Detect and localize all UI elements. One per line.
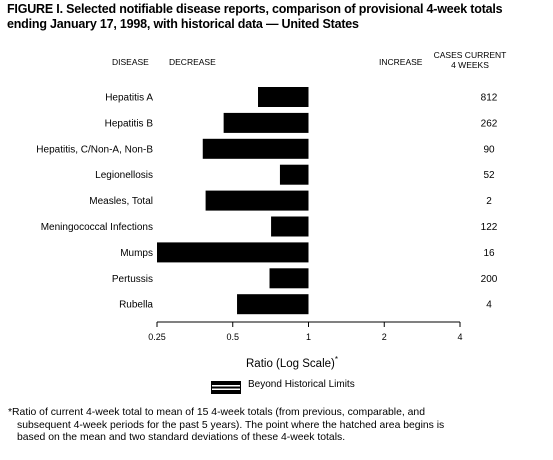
cases-header-line-2: 4 WEEKS: [451, 60, 489, 70]
footnote-line-3: based on the mean and two standard devia…: [17, 432, 346, 443]
category-label-mumps: Mumps: [120, 248, 153, 259]
category-label-hepatitis-b: Hepatitis B: [105, 118, 154, 129]
category-label-measles-total: Measles, Total: [89, 196, 153, 207]
cases-column-header: CASES CURRENT 4 WEEKS: [432, 50, 508, 70]
category-label-hepatitis-c-non-a-non-b: Hepatitis, C/Non-A, Non-B: [36, 144, 153, 155]
x-tick-label-4: 4: [457, 332, 462, 342]
decrease-header: DECREASE: [169, 57, 216, 67]
ratio-bar-chart: Hepatitis A 812 Hepatitis B 262 Hepatitis, C…: [36, 87, 498, 342]
x-tick-label-1: 0.5: [226, 332, 239, 342]
figure-title-line-1: FIGURE I. Selected notifiable disease re…: [7, 2, 503, 16]
bar-hepatitis-c-non-a-non-b: [202, 138, 309, 159]
cases-value-mumps: 16: [483, 248, 495, 259]
bar-hepatitis-a: [258, 87, 309, 107]
bar-pertussis: [269, 268, 309, 289]
footnote-line-1: *Ratio of current 4-week total to mean o…: [8, 407, 425, 418]
x-tick-label-0: 0.25: [148, 332, 166, 342]
x-axis-label: Ratio (Log Scale)*: [246, 355, 338, 370]
x-tick-label-2: 1: [306, 332, 311, 342]
footnote-line-2: subsequent 4-week periods for the past 5…: [17, 419, 445, 431]
category-label-hepatitis-a: Hepatitis A: [105, 93, 153, 104]
cases-value-hepatitis-c-non-a-non-b: 90: [483, 144, 495, 155]
cases-value-measles-total: 2: [486, 196, 492, 207]
legend-label: Beyond Historical Limits: [248, 379, 355, 390]
bar-hepatitis-b: [223, 112, 309, 133]
category-label-legionellosis: Legionellosis: [95, 170, 153, 181]
bar-measles-total: [205, 190, 309, 211]
cases-header-line-1: CASES CURRENT: [433, 50, 507, 60]
bar-mumps: [157, 242, 309, 263]
cases-value-legionellosis: 52: [483, 170, 495, 181]
cases-value-rubella: 4: [486, 300, 492, 311]
category-label-rubella: Rubella: [119, 300, 153, 311]
figure-title-line-2: ending January 17, 1998, with historical…: [7, 17, 359, 31]
hatched-legend-icon: [211, 381, 241, 394]
footnote: *Ratio of current 4-week total to mean o…: [8, 407, 548, 445]
figure-title: FIGURE I. Selected notifiable disease re…: [7, 2, 547, 32]
x-axis-label-text: Ratio (Log Scale): [246, 357, 335, 370]
bar-rubella: [237, 294, 309, 315]
x-axis-label-footnote-mark: *: [334, 355, 338, 364]
category-label-meningococcal-infections: Meningococcal Infections: [41, 222, 153, 233]
category-label-pertussis: Pertussis: [112, 274, 153, 285]
bar-legionellosis: [279, 164, 309, 185]
disease-column-header: DISEASE: [112, 57, 149, 67]
cases-value-hepatitis-a: 812: [481, 93, 498, 104]
cases-value-hepatitis-b: 262: [481, 118, 498, 129]
x-tick-label-3: 2: [382, 332, 387, 342]
cases-value-pertussis: 200: [481, 274, 498, 285]
cases-value-meningococcal-infections: 122: [481, 222, 498, 233]
increase-header: INCREASE: [379, 57, 423, 67]
bar-meningococcal-infections: [271, 216, 309, 237]
